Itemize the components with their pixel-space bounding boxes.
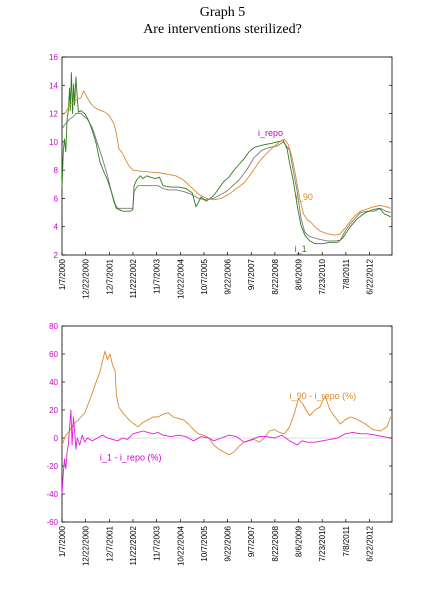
x-tick-label: 11/22/2002 bbox=[129, 258, 138, 298]
plot-frame bbox=[61, 56, 393, 256]
x-tick-label: 9/7/2007 bbox=[247, 258, 256, 290]
x-tick-label: 10/22/2004 bbox=[176, 525, 185, 566]
x-tick-label: 6/22/2012 bbox=[366, 525, 375, 561]
series-line-i_90 bbox=[61, 90, 391, 236]
x-tick-label: 7/8/2011 bbox=[342, 258, 351, 289]
y-tick-label: 12 bbox=[49, 110, 58, 119]
x-tick-label: 12/22/2000 bbox=[82, 525, 91, 566]
series-line-i_repo bbox=[61, 113, 391, 242]
figure-title-block: Graph 5 Are interventions sterilized? bbox=[0, 4, 445, 38]
x-tick-label: 8/6/2009 bbox=[295, 258, 304, 290]
x-tick-label: 7/8/2011 bbox=[342, 525, 351, 556]
y-tick-label: 0 bbox=[54, 434, 59, 443]
x-tick-label: 11/7/2003 bbox=[153, 258, 162, 294]
series-annotation: i_repo bbox=[258, 128, 283, 138]
y-tick-label: 20 bbox=[49, 406, 58, 415]
x-tick-label: 8/22/2008 bbox=[271, 525, 280, 561]
x-tick-label: 8/6/2009 bbox=[295, 525, 304, 557]
x-tick-label: 9/22/2006 bbox=[224, 258, 233, 294]
series-annotation: i_90 - i_repo (%) bbox=[290, 391, 357, 401]
series-annotation: i_1 bbox=[295, 244, 307, 254]
series-annotation: i_90 bbox=[296, 192, 313, 202]
y-tick-label: 8 bbox=[54, 166, 59, 175]
y-tick-label: 80 bbox=[49, 322, 58, 331]
x-tick-label: 10/7/2005 bbox=[200, 525, 209, 561]
y-tick-label: 10 bbox=[49, 138, 58, 147]
figure-title: Are interventions sterilized? bbox=[143, 22, 302, 37]
interest-rates-chart: 2 4 6 8 10 12 14 16 1/7/2000 12/22/2000 12/7/2001 1… bbox=[49, 53, 393, 299]
y-tick-label: -60 bbox=[46, 518, 58, 527]
x-tick-label: 1/7/2000 bbox=[58, 525, 67, 557]
x-tick-label: 11/7/2003 bbox=[153, 525, 162, 561]
y-tick-label: 14 bbox=[49, 81, 58, 90]
y-tick-label: 6 bbox=[54, 194, 59, 203]
x-tick-label: 9/7/2007 bbox=[247, 525, 256, 557]
x-tick-label: 10/22/2004 bbox=[176, 258, 185, 299]
y-tick-label: 40 bbox=[49, 378, 58, 387]
x-tick-label: 11/22/2002 bbox=[129, 525, 138, 565]
figure-label: Graph 5 bbox=[199, 5, 246, 20]
x-tick-label: 8/22/2008 bbox=[271, 258, 280, 294]
series-line-i_1 bbox=[61, 72, 391, 245]
x-tick-label: 7/23/2010 bbox=[318, 525, 327, 561]
x-tick-label: 12/22/2000 bbox=[82, 258, 91, 299]
x-tick-label: 12/7/2001 bbox=[105, 525, 114, 561]
x-tick-label: 6/22/2012 bbox=[366, 258, 375, 294]
y-tick-label: 4 bbox=[54, 223, 59, 232]
x-tick-label: 10/7/2005 bbox=[200, 258, 209, 294]
x-tick-label: 9/22/2006 bbox=[224, 525, 233, 561]
x-tick-label: 7/23/2010 bbox=[318, 258, 327, 294]
y-tick-label: 16 bbox=[49, 53, 58, 62]
series-line-spread_90 bbox=[61, 350, 392, 456]
spreads-chart: -60 -40 -20 0 20 40 60 80 1/7/2000 12/22/2000 12/7… bbox=[46, 322, 393, 566]
y-tick-label: -40 bbox=[46, 490, 58, 499]
y-tick-label: 2 bbox=[54, 251, 59, 260]
x-tick-label: 1/7/2000 bbox=[58, 258, 67, 290]
y-tick-label: -20 bbox=[46, 462, 58, 471]
series-annotation: i_1 - i_repo (%) bbox=[100, 452, 162, 462]
y-tick-label: 60 bbox=[49, 350, 58, 359]
series-line-spread_1 bbox=[61, 409, 391, 495]
plot-frame bbox=[61, 325, 393, 523]
x-tick-label: 12/7/2001 bbox=[105, 258, 114, 294]
